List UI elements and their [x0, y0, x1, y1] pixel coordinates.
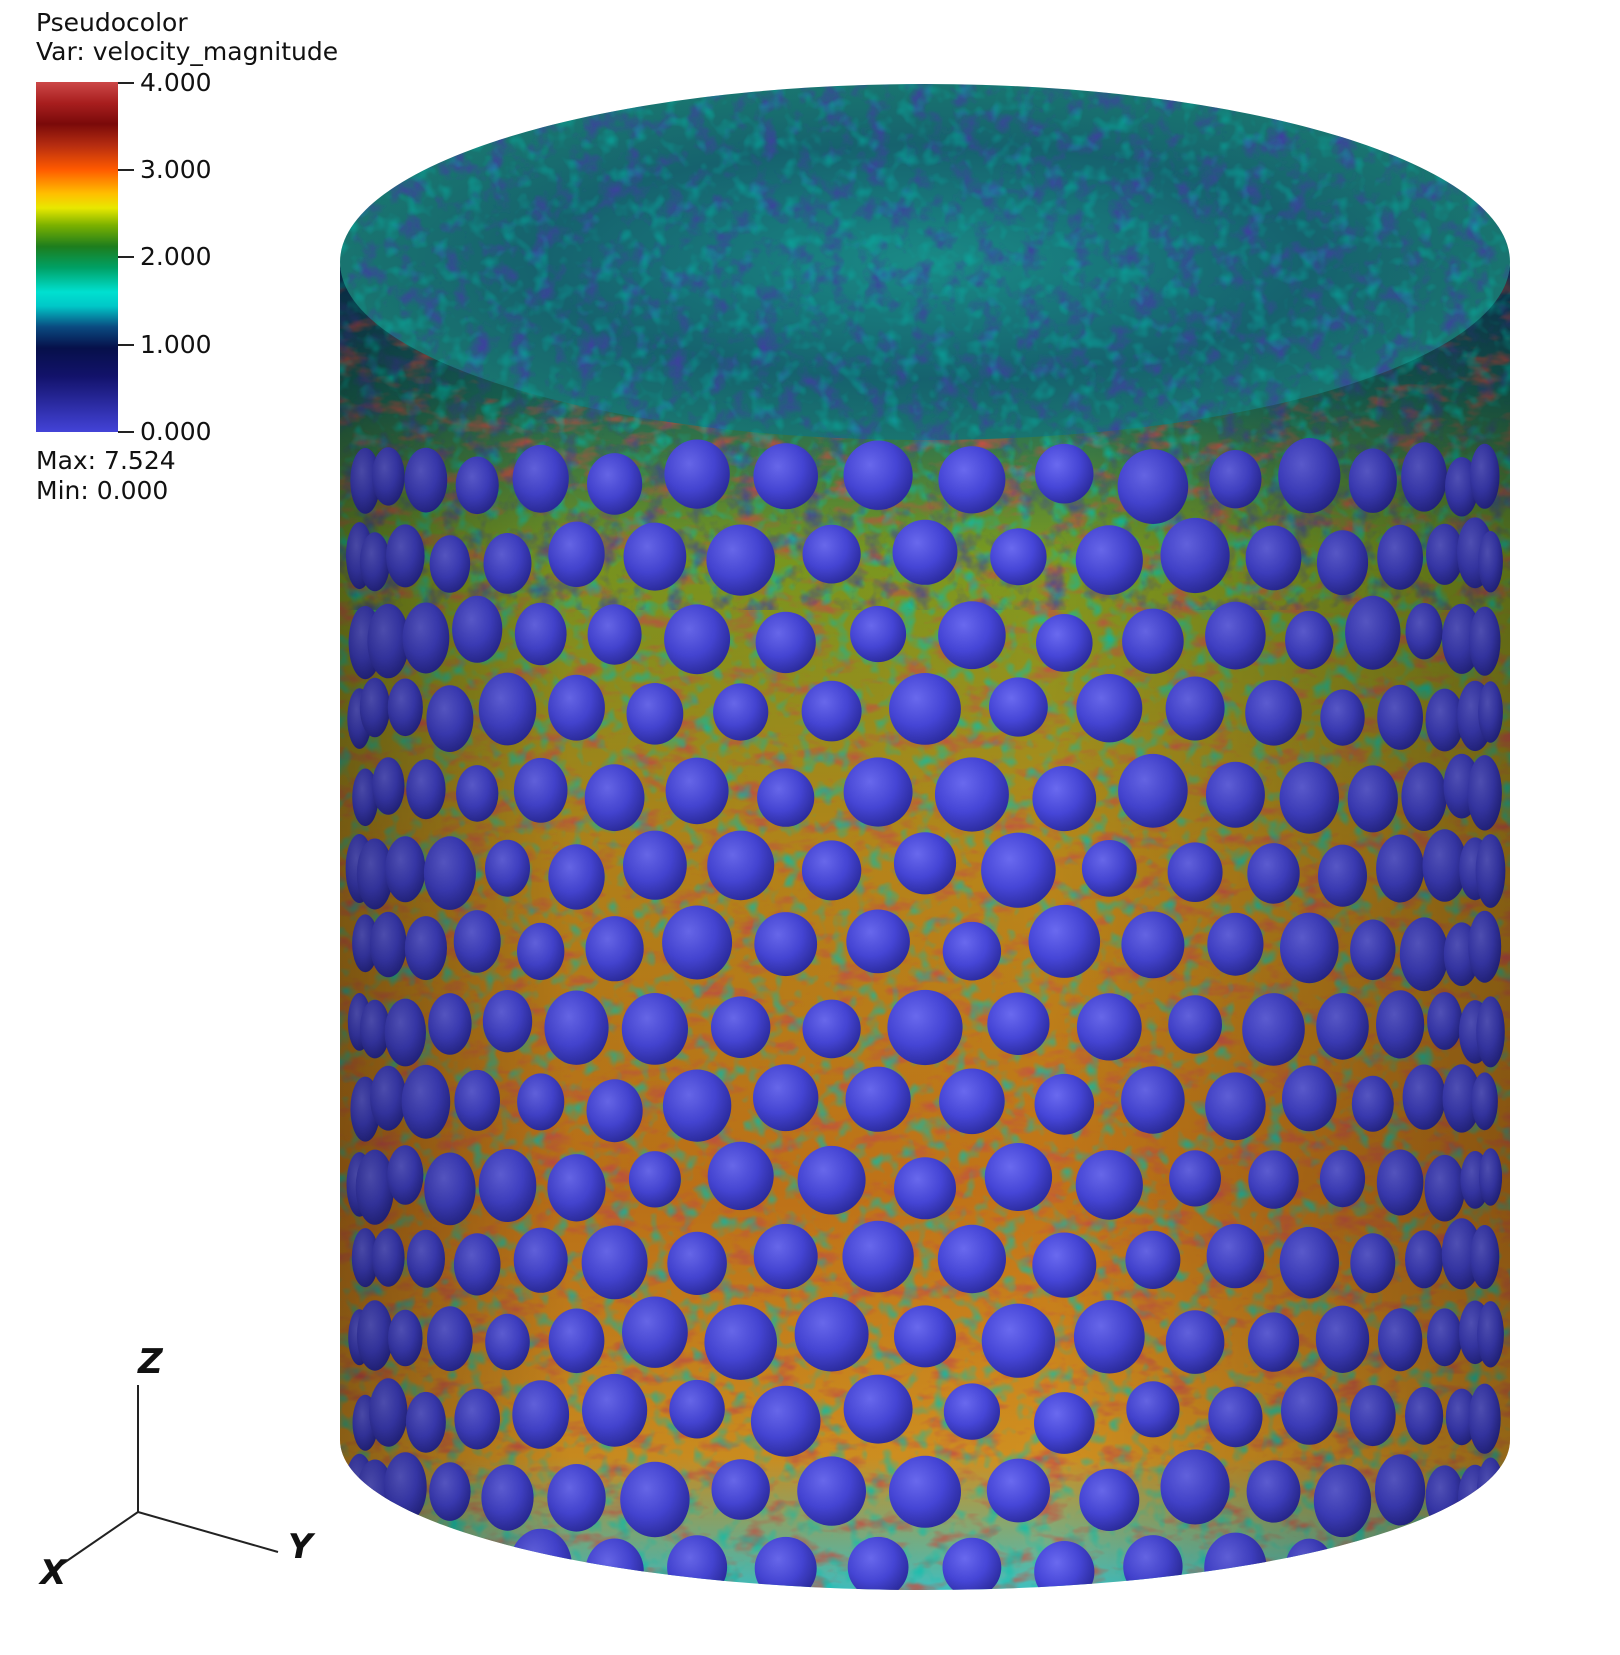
colorbar-tick-label: 2.000	[140, 242, 212, 271]
x-axis-label: X	[40, 1553, 67, 1593]
colorbar-tick-label: 3.000	[140, 155, 212, 184]
colorbar-tick	[118, 82, 134, 84]
legend-variable: Var: velocity_magnitude	[36, 37, 339, 66]
colorbar-tick	[118, 344, 134, 346]
colorbar-tick	[118, 256, 134, 258]
legend-max: Max: 7.524	[36, 446, 176, 475]
colorbar-tick-label: 4.000	[140, 68, 212, 97]
colorbar-tick-label: 1.000	[140, 330, 212, 359]
x-axis-line	[57, 1511, 139, 1568]
legend-title: Pseudocolor	[36, 8, 188, 37]
y-axis-line	[137, 1511, 279, 1553]
z-axis-label: Z	[138, 1342, 163, 1382]
colorbar-tick	[118, 169, 134, 171]
y-axis-label: Y	[288, 1527, 313, 1567]
legend-min: Min: 0.000	[36, 476, 169, 505]
colorbar	[36, 82, 118, 432]
colorbar-tick-label: 0.000	[140, 417, 212, 446]
colorbar-tick	[118, 431, 134, 433]
